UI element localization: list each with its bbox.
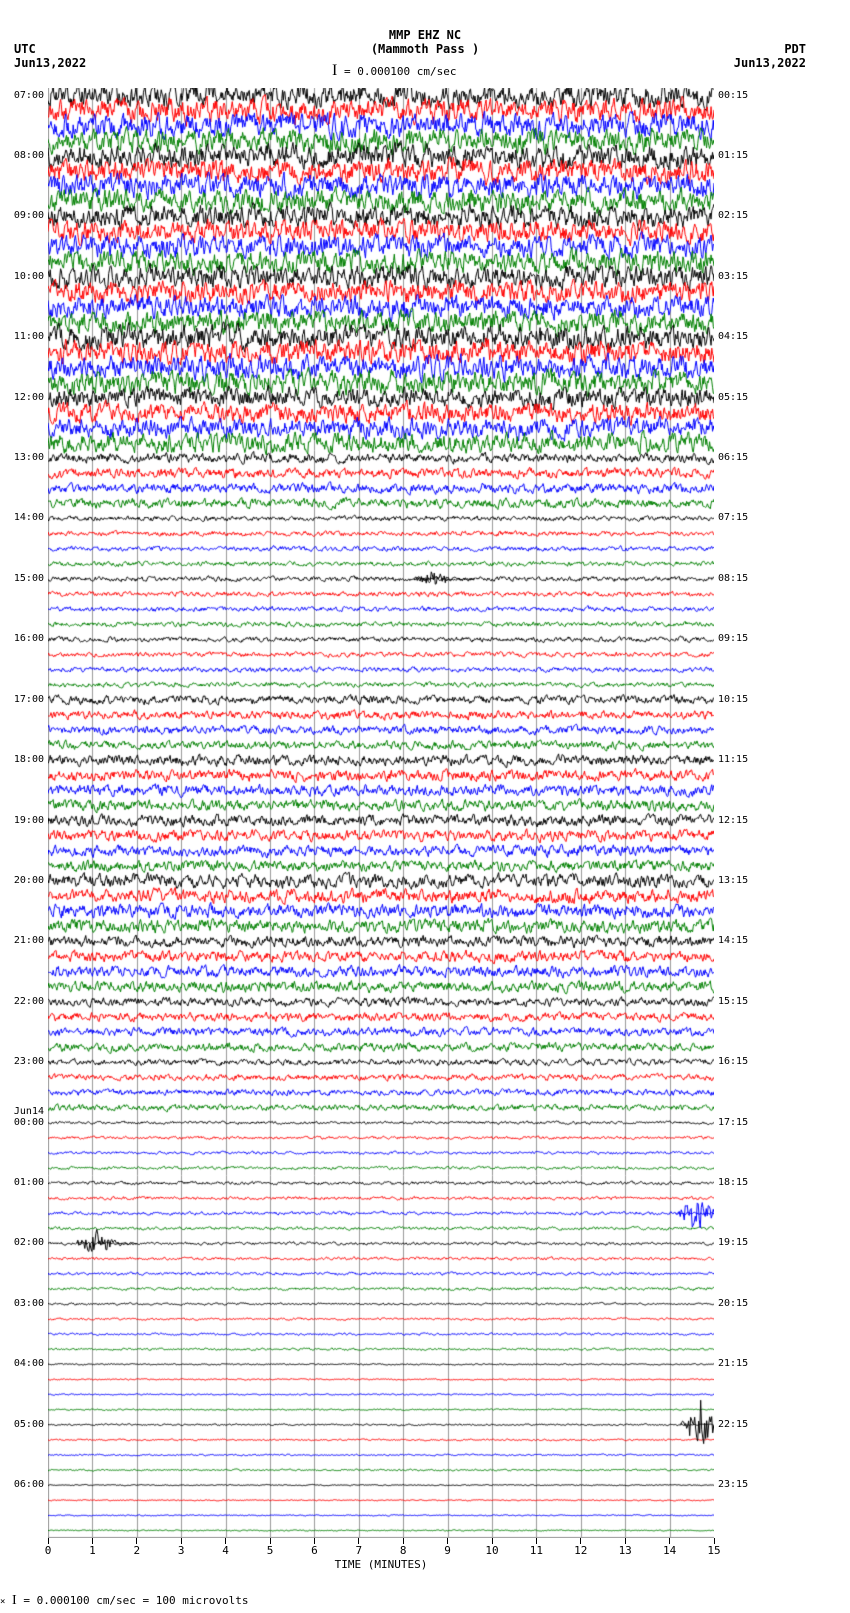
local-label: PDT bbox=[784, 42, 806, 56]
utc-hour-label: 08:00 bbox=[14, 150, 44, 161]
local-hour-label: 05:15 bbox=[718, 392, 748, 403]
x-tick-label: 11 bbox=[530, 1544, 543, 1557]
local-hour-label: 15:15 bbox=[718, 996, 748, 1007]
local-hour-label: 00:15 bbox=[718, 90, 748, 101]
local-date: Jun13,2022 bbox=[734, 56, 806, 70]
utc-hour-label: 10:00 bbox=[14, 271, 44, 282]
x-tick-label: 13 bbox=[619, 1544, 632, 1557]
x-tick-label: 10 bbox=[485, 1544, 498, 1557]
x-tick-label: 9 bbox=[444, 1544, 451, 1557]
x-tick-label: 12 bbox=[574, 1544, 587, 1557]
utc-hour-label: 16:00 bbox=[14, 633, 44, 644]
utc-hour-label: 21:00 bbox=[14, 935, 44, 946]
local-hour-label: 23:15 bbox=[718, 1479, 748, 1490]
utc-hour-label: 17:00 bbox=[14, 694, 44, 705]
utc-hour-label: 03:00 bbox=[14, 1298, 44, 1309]
x-tick-label: 7 bbox=[355, 1544, 362, 1557]
utc-hour-label: 06:00 bbox=[14, 1479, 44, 1490]
x-tick-label: 4 bbox=[222, 1544, 229, 1557]
local-hour-label: 11:15 bbox=[718, 754, 748, 765]
local-hour-label: 03:15 bbox=[718, 271, 748, 282]
utc-hour-label: 18:00 bbox=[14, 754, 44, 765]
utc-hour-label: 00:00 bbox=[14, 1117, 44, 1128]
utc-hour-label: 23:00 bbox=[14, 1056, 44, 1067]
utc-label: UTC bbox=[14, 42, 36, 56]
scale-value: = 0.000100 cm/sec bbox=[344, 65, 457, 78]
x-tick-label: 8 bbox=[400, 1544, 407, 1557]
utc-hour-label: 20:00 bbox=[14, 875, 44, 886]
local-hour-label: 08:15 bbox=[718, 573, 748, 584]
utc-hour-label: 11:00 bbox=[14, 331, 44, 342]
footer-text: = 0.000100 cm/sec = 100 microvolts bbox=[23, 1594, 248, 1607]
x-tick-label: 15 bbox=[707, 1544, 720, 1557]
utc-hour-label: 09:00 bbox=[14, 210, 44, 221]
utc-hour-label: 01:00 bbox=[14, 1177, 44, 1188]
local-hour-label: 02:15 bbox=[718, 210, 748, 221]
utc-hour-label: 02:00 bbox=[14, 1237, 44, 1248]
utc-hour-label: 07:00 bbox=[14, 90, 44, 101]
scale-bar: I = 0.000100 cm/sec bbox=[332, 62, 457, 80]
trace-canvas bbox=[48, 88, 714, 1538]
footer-scale: × I = 0.000100 cm/sec = 100 microvolts bbox=[0, 1593, 249, 1609]
utc-hour-label: 14:00 bbox=[14, 512, 44, 523]
local-hour-label: 10:15 bbox=[718, 694, 748, 705]
local-hour-label: 16:15 bbox=[718, 1056, 748, 1067]
local-hour-label: 18:15 bbox=[718, 1177, 748, 1188]
utc-hour-label: 22:00 bbox=[14, 996, 44, 1007]
local-hour-label: 04:15 bbox=[718, 331, 748, 342]
station-code: MMP EHZ NC bbox=[389, 28, 461, 42]
local-hour-label: 22:15 bbox=[718, 1419, 748, 1430]
seismogram-plot bbox=[48, 88, 714, 1538]
x-tick-label: 3 bbox=[178, 1544, 185, 1557]
utc-hour-label: 13:00 bbox=[14, 452, 44, 463]
local-hour-label: 17:15 bbox=[718, 1117, 748, 1128]
local-hour-label: 07:15 bbox=[718, 512, 748, 523]
local-hour-label: 13:15 bbox=[718, 875, 748, 886]
x-tick-label: 0 bbox=[45, 1544, 52, 1557]
local-hour-label: 14:15 bbox=[718, 935, 748, 946]
local-hour-label: 20:15 bbox=[718, 1298, 748, 1309]
local-hour-label: 19:15 bbox=[718, 1237, 748, 1248]
utc-hour-label: 04:00 bbox=[14, 1358, 44, 1369]
utc-hour-label: 19:00 bbox=[14, 815, 44, 826]
station-name: (Mammoth Pass ) bbox=[371, 42, 479, 56]
x-tick-label: 14 bbox=[663, 1544, 676, 1557]
x-tick-label: 2 bbox=[133, 1544, 140, 1557]
seismogram-page: MMP EHZ NC (Mammoth Pass ) I = 0.000100 … bbox=[0, 0, 850, 1613]
utc-date: Jun13,2022 bbox=[14, 56, 86, 70]
x-tick-label: 5 bbox=[267, 1544, 274, 1557]
x-tick-label: 6 bbox=[311, 1544, 318, 1557]
x-axis-title: TIME (MINUTES) bbox=[335, 1558, 428, 1571]
local-hour-label: 09:15 bbox=[718, 633, 748, 644]
x-tick-label: 1 bbox=[89, 1544, 96, 1557]
utc-hour-label: 15:00 bbox=[14, 573, 44, 584]
utc-hour-label: Jun14 bbox=[14, 1106, 44, 1117]
local-hour-label: 12:15 bbox=[718, 815, 748, 826]
local-hour-label: 21:15 bbox=[718, 1358, 748, 1369]
utc-hour-label: 05:00 bbox=[14, 1419, 44, 1430]
local-hour-label: 06:15 bbox=[718, 452, 748, 463]
local-hour-label: 01:15 bbox=[718, 150, 748, 161]
utc-hour-label: 12:00 bbox=[14, 392, 44, 403]
